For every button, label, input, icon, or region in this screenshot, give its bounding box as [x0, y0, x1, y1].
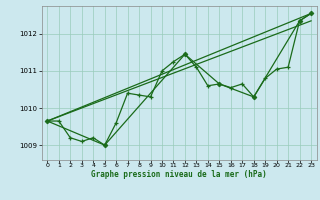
X-axis label: Graphe pression niveau de la mer (hPa): Graphe pression niveau de la mer (hPa)	[91, 170, 267, 179]
